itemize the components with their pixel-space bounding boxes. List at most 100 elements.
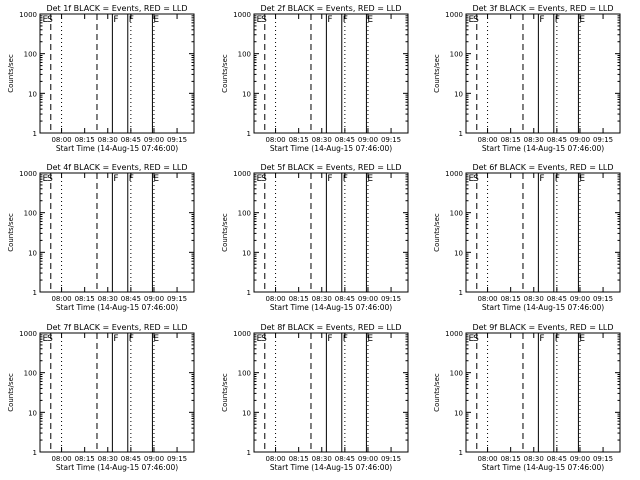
flag-label: S (47, 174, 53, 184)
panel-det-8: Det 8f BLACK = Events, RED = LLD 1 10 100 10… (221, 323, 409, 472)
plot-frame (253, 13, 409, 134)
y-tick-label: 1 (33, 130, 37, 138)
y-tick-label: 1 (247, 130, 251, 138)
plot-frame (39, 172, 195, 293)
x-tick-label: 08:30 (98, 136, 118, 144)
y-tick-label: 100 (450, 51, 463, 59)
flag-label: F (343, 334, 348, 344)
flag-label: E (257, 334, 263, 344)
y-tick-label: 100 (24, 370, 37, 378)
x-tick-label: 09:15 (167, 136, 187, 144)
x-tick-label: 08:30 (524, 455, 544, 463)
x-tick-label: 08:00 (265, 455, 285, 463)
x-axis-label: Start Time (14-Aug-15 07:46:00) (482, 303, 604, 312)
flag-label: S (261, 174, 267, 184)
panel-title: Det 7f BLACK = Events, RED = LLD (46, 323, 187, 332)
plot-frame (39, 13, 195, 134)
flag-label: E (43, 174, 49, 184)
flag-label: S (473, 334, 479, 344)
flag-label: S (473, 174, 479, 184)
plot-frame (465, 332, 621, 453)
x-tick-label: 09:15 (381, 455, 401, 463)
flag-label: F (343, 15, 348, 25)
x-axis-label: Start Time (14-Aug-15 07:46:00) (56, 144, 178, 153)
x-tick-label: 09:15 (593, 136, 613, 144)
flag-label: F (129, 174, 134, 184)
flag-label: E (469, 15, 475, 25)
y-axis-label: Counts/sec (7, 213, 15, 252)
x-tick-label: 09:00 (570, 455, 590, 463)
flag-label: F (113, 174, 118, 184)
y-tick-label: 100 (450, 210, 463, 218)
flag-label: S (261, 15, 267, 25)
y-tick-label: 100 (24, 51, 37, 59)
flag-label: E (579, 15, 585, 25)
x-tick-label: 08:15 (75, 295, 95, 303)
x-tick-label: 08:45 (547, 295, 567, 303)
y-axis-label: Counts/sec (221, 373, 229, 412)
flag-label: E (469, 334, 475, 344)
y-tick-label: 10 (28, 90, 37, 98)
flag-label: E (469, 174, 475, 184)
flag-label: F (539, 15, 544, 25)
x-tick-label: 09:00 (358, 455, 378, 463)
x-axis-label: Start Time (14-Aug-15 07:46:00) (270, 463, 392, 472)
y-axis-label: Counts/sec (7, 54, 15, 93)
flag-label: E (367, 15, 373, 25)
x-tick-label: 08:00 (51, 295, 71, 303)
x-tick-label: 08:00 (477, 136, 497, 144)
panel-det-9: Det 9f BLACK = Events, RED = LLD 1 10 100 10… (433, 323, 621, 472)
x-axis-label: Start Time (14-Aug-15 07:46:00) (270, 303, 392, 312)
x-tick-label: 08:15 (75, 136, 95, 144)
x-tick-label: 09:15 (593, 455, 613, 463)
panel-det-2: Det 2f BLACK = Events, RED = LLD 1 10 100 10… (221, 4, 409, 153)
flag-label: E (153, 334, 159, 344)
x-tick-label: 09:00 (570, 136, 590, 144)
y-tick-label: 10 (28, 409, 37, 417)
y-tick-label: 1000 (233, 170, 251, 178)
flag-label: F (555, 334, 560, 344)
x-tick-label: 08:45 (121, 136, 141, 144)
flag-label: E (153, 15, 159, 25)
flag-label: S (473, 15, 479, 25)
panel-title: Det 8f BLACK = Events, RED = LLD (260, 323, 401, 332)
panel-title: Det 1f BLACK = Events, RED = LLD (46, 4, 187, 13)
x-tick-label: 08:15 (289, 455, 309, 463)
x-axis-label: Start Time (14-Aug-15 07:46:00) (56, 463, 178, 472)
y-tick-label: 1000 (445, 11, 463, 19)
x-tick-label: 08:30 (98, 455, 118, 463)
y-tick-label: 1 (33, 449, 37, 457)
y-axis-label: Counts/sec (221, 54, 229, 93)
x-axis-label: Start Time (14-Aug-15 07:46:00) (482, 144, 604, 153)
flag-label: E (43, 15, 49, 25)
x-tick-label: 08:30 (98, 295, 118, 303)
x-tick-label: 08:00 (51, 136, 71, 144)
y-axis-label: Counts/sec (433, 373, 441, 412)
plot-frame (253, 172, 409, 293)
panel-det-7: Det 7f BLACK = Events, RED = LLD 1 10 100 10… (7, 323, 195, 472)
x-tick-label: 09:00 (144, 295, 164, 303)
x-tick-label: 08:30 (312, 136, 332, 144)
x-tick-label: 08:00 (477, 295, 497, 303)
x-tick-label: 08:30 (524, 295, 544, 303)
y-tick-label: 1000 (233, 11, 251, 19)
y-axis-label: Counts/sec (433, 54, 441, 93)
flag-label: E (153, 174, 159, 184)
x-tick-label: 09:15 (381, 295, 401, 303)
flag-label: F (343, 174, 348, 184)
x-tick-label: 09:00 (570, 295, 590, 303)
x-tick-label: 08:45 (335, 455, 355, 463)
y-tick-label: 1000 (19, 330, 37, 338)
panel-title: Det 4f BLACK = Events, RED = LLD (46, 163, 187, 172)
x-tick-label: 08:45 (335, 295, 355, 303)
y-tick-label: 1000 (445, 170, 463, 178)
plot-frame (465, 13, 621, 134)
y-tick-label: 10 (242, 409, 251, 417)
x-tick-label: 09:15 (593, 295, 613, 303)
panel-det-5: Det 5f BLACK = Events, RED = LLD 1 10 100 10… (221, 163, 409, 312)
x-tick-label: 09:00 (358, 295, 378, 303)
flag-label: E (257, 174, 263, 184)
x-tick-label: 08:00 (265, 136, 285, 144)
x-tick-label: 09:00 (358, 136, 378, 144)
flag-label: E (43, 334, 49, 344)
